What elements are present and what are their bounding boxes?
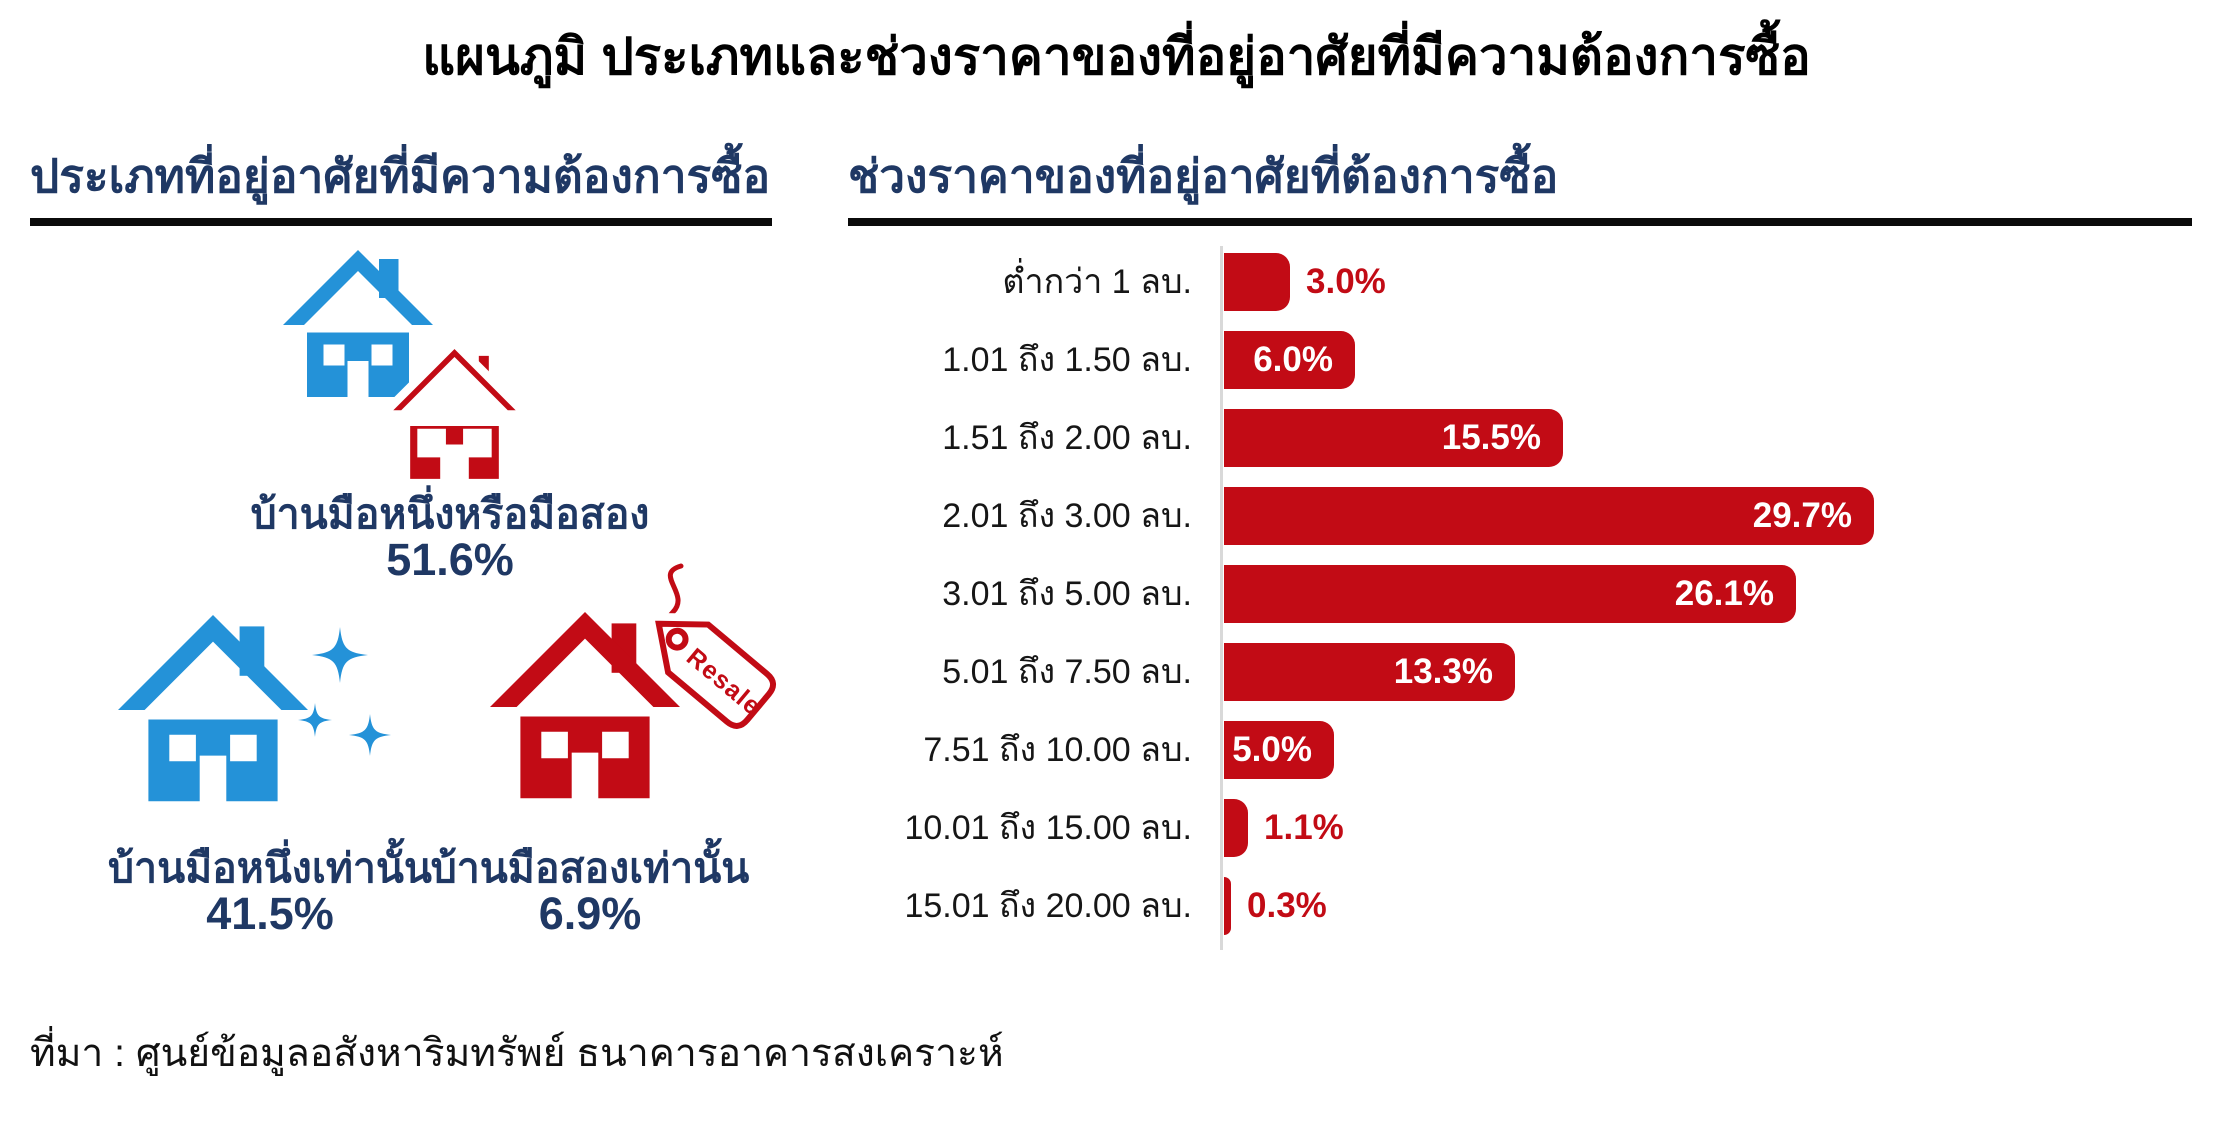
chart-row: 1.01 ถึง 1.50 ลบ. 6.0%	[0, 331, 2233, 389]
category-label: 1.01 ถึง 1.50 ลบ.	[942, 341, 1192, 379]
type-group-2-value: 41.5%	[206, 888, 334, 939]
chart-row: 7.51 ถึง 10.00 ลบ. 5.0%	[0, 721, 2233, 779]
category-label: 7.51 ถึง 10.00 ลบ.	[923, 731, 1192, 769]
category-label: 2.01 ถึง 3.00 ลบ.	[942, 497, 1192, 535]
price-panel-underline	[848, 218, 2192, 226]
value-label: 29.7%	[1752, 496, 1852, 535]
type-group-1-label: บ้านมือหนึ่งหรือมือสอง	[250, 491, 650, 537]
value-label: 13.3%	[1393, 652, 1493, 691]
chart-row: 2.01 ถึง 3.00 ลบ. 29.7%	[0, 487, 2233, 545]
bar: 5.0%	[1224, 721, 1334, 779]
category-label: 10.01 ถึง 15.00 ลบ.	[904, 809, 1192, 847]
bar: 13.3%	[1224, 643, 1515, 701]
sparkles-icon	[298, 627, 391, 756]
category-label: 15.01 ถึง 20.00 ลบ.	[904, 887, 1192, 925]
category-label: 3.01 ถึง 5.00 ลบ.	[942, 575, 1192, 613]
value-label: 15.5%	[1441, 418, 1541, 457]
type-panel-underline	[30, 218, 772, 226]
value-label: 5.0%	[1232, 730, 1312, 769]
value-label: 6.0%	[1253, 340, 1333, 379]
chart-row: 5.01 ถึง 7.50 ลบ. 13.3%	[0, 643, 2233, 701]
bar: 15.5%	[1224, 409, 1563, 467]
bar: 6.0%	[1224, 331, 1355, 389]
page-title: แผนภูมิ ประเภทและช่วงราคาของที่อยู่อาศัย…	[422, 28, 1811, 85]
bar	[1224, 253, 1290, 311]
bar: 26.1%	[1224, 565, 1796, 623]
type-group-3-value: 6.9%	[538, 888, 642, 939]
chart-row: 3.01 ถึง 5.00 ลบ. 26.1%	[0, 565, 2233, 623]
value-label: 3.0%	[1306, 262, 1386, 301]
chart-row: ต่ำกว่า 1 ลบ. 3.0%	[0, 253, 2233, 311]
chart-row: 1.51 ถึง 2.00 ลบ. 15.5%	[0, 409, 2233, 467]
type-group-2-label: บ้านมือหนึ่งเท่านั้น	[108, 845, 432, 891]
type-group-1-value: 51.6%	[386, 534, 514, 585]
resale-tag-icon: Resale	[645, 563, 784, 737]
axis-line	[1220, 246, 1223, 950]
category-label: 5.01 ถึง 7.50 ลบ.	[942, 653, 1192, 691]
house-new-or-resale-icon	[283, 250, 537, 488]
value-label: 1.1%	[1264, 808, 1344, 847]
bar: 29.7%	[1224, 487, 1874, 545]
type-panel-header: ประเภทที่อยู่อาศัยที่มีความต้องการซื้อ	[30, 150, 771, 202]
source-note: ที่มา : ศูนย์ข้อมูลอสังหาริมทรัพย์ ธนาคา…	[30, 1032, 1004, 1075]
bar	[1224, 799, 1248, 857]
price-panel-header: ช่วงราคาของที่อยู่อาศัยที่ต้องการซื้อ	[848, 150, 1559, 202]
house-resale-tag-icon: Resale	[490, 563, 784, 799]
bar	[1224, 877, 1231, 935]
category-label: ต่ำกว่า 1 ลบ.	[1002, 263, 1192, 301]
chart-row: 10.01 ถึง 15.00 ลบ. 1.1%	[0, 799, 2233, 857]
house-new-sparkles-icon	[118, 615, 391, 802]
chart-row: 15.01 ถึง 20.00 ลบ. 0.3%	[0, 877, 2233, 935]
category-label: 1.51 ถึง 2.00 ลบ.	[942, 419, 1192, 457]
value-label: 26.1%	[1674, 574, 1774, 613]
type-group-3-label: บ้านมือสองเท่านั้น	[430, 845, 750, 891]
value-label: 0.3%	[1247, 886, 1327, 925]
